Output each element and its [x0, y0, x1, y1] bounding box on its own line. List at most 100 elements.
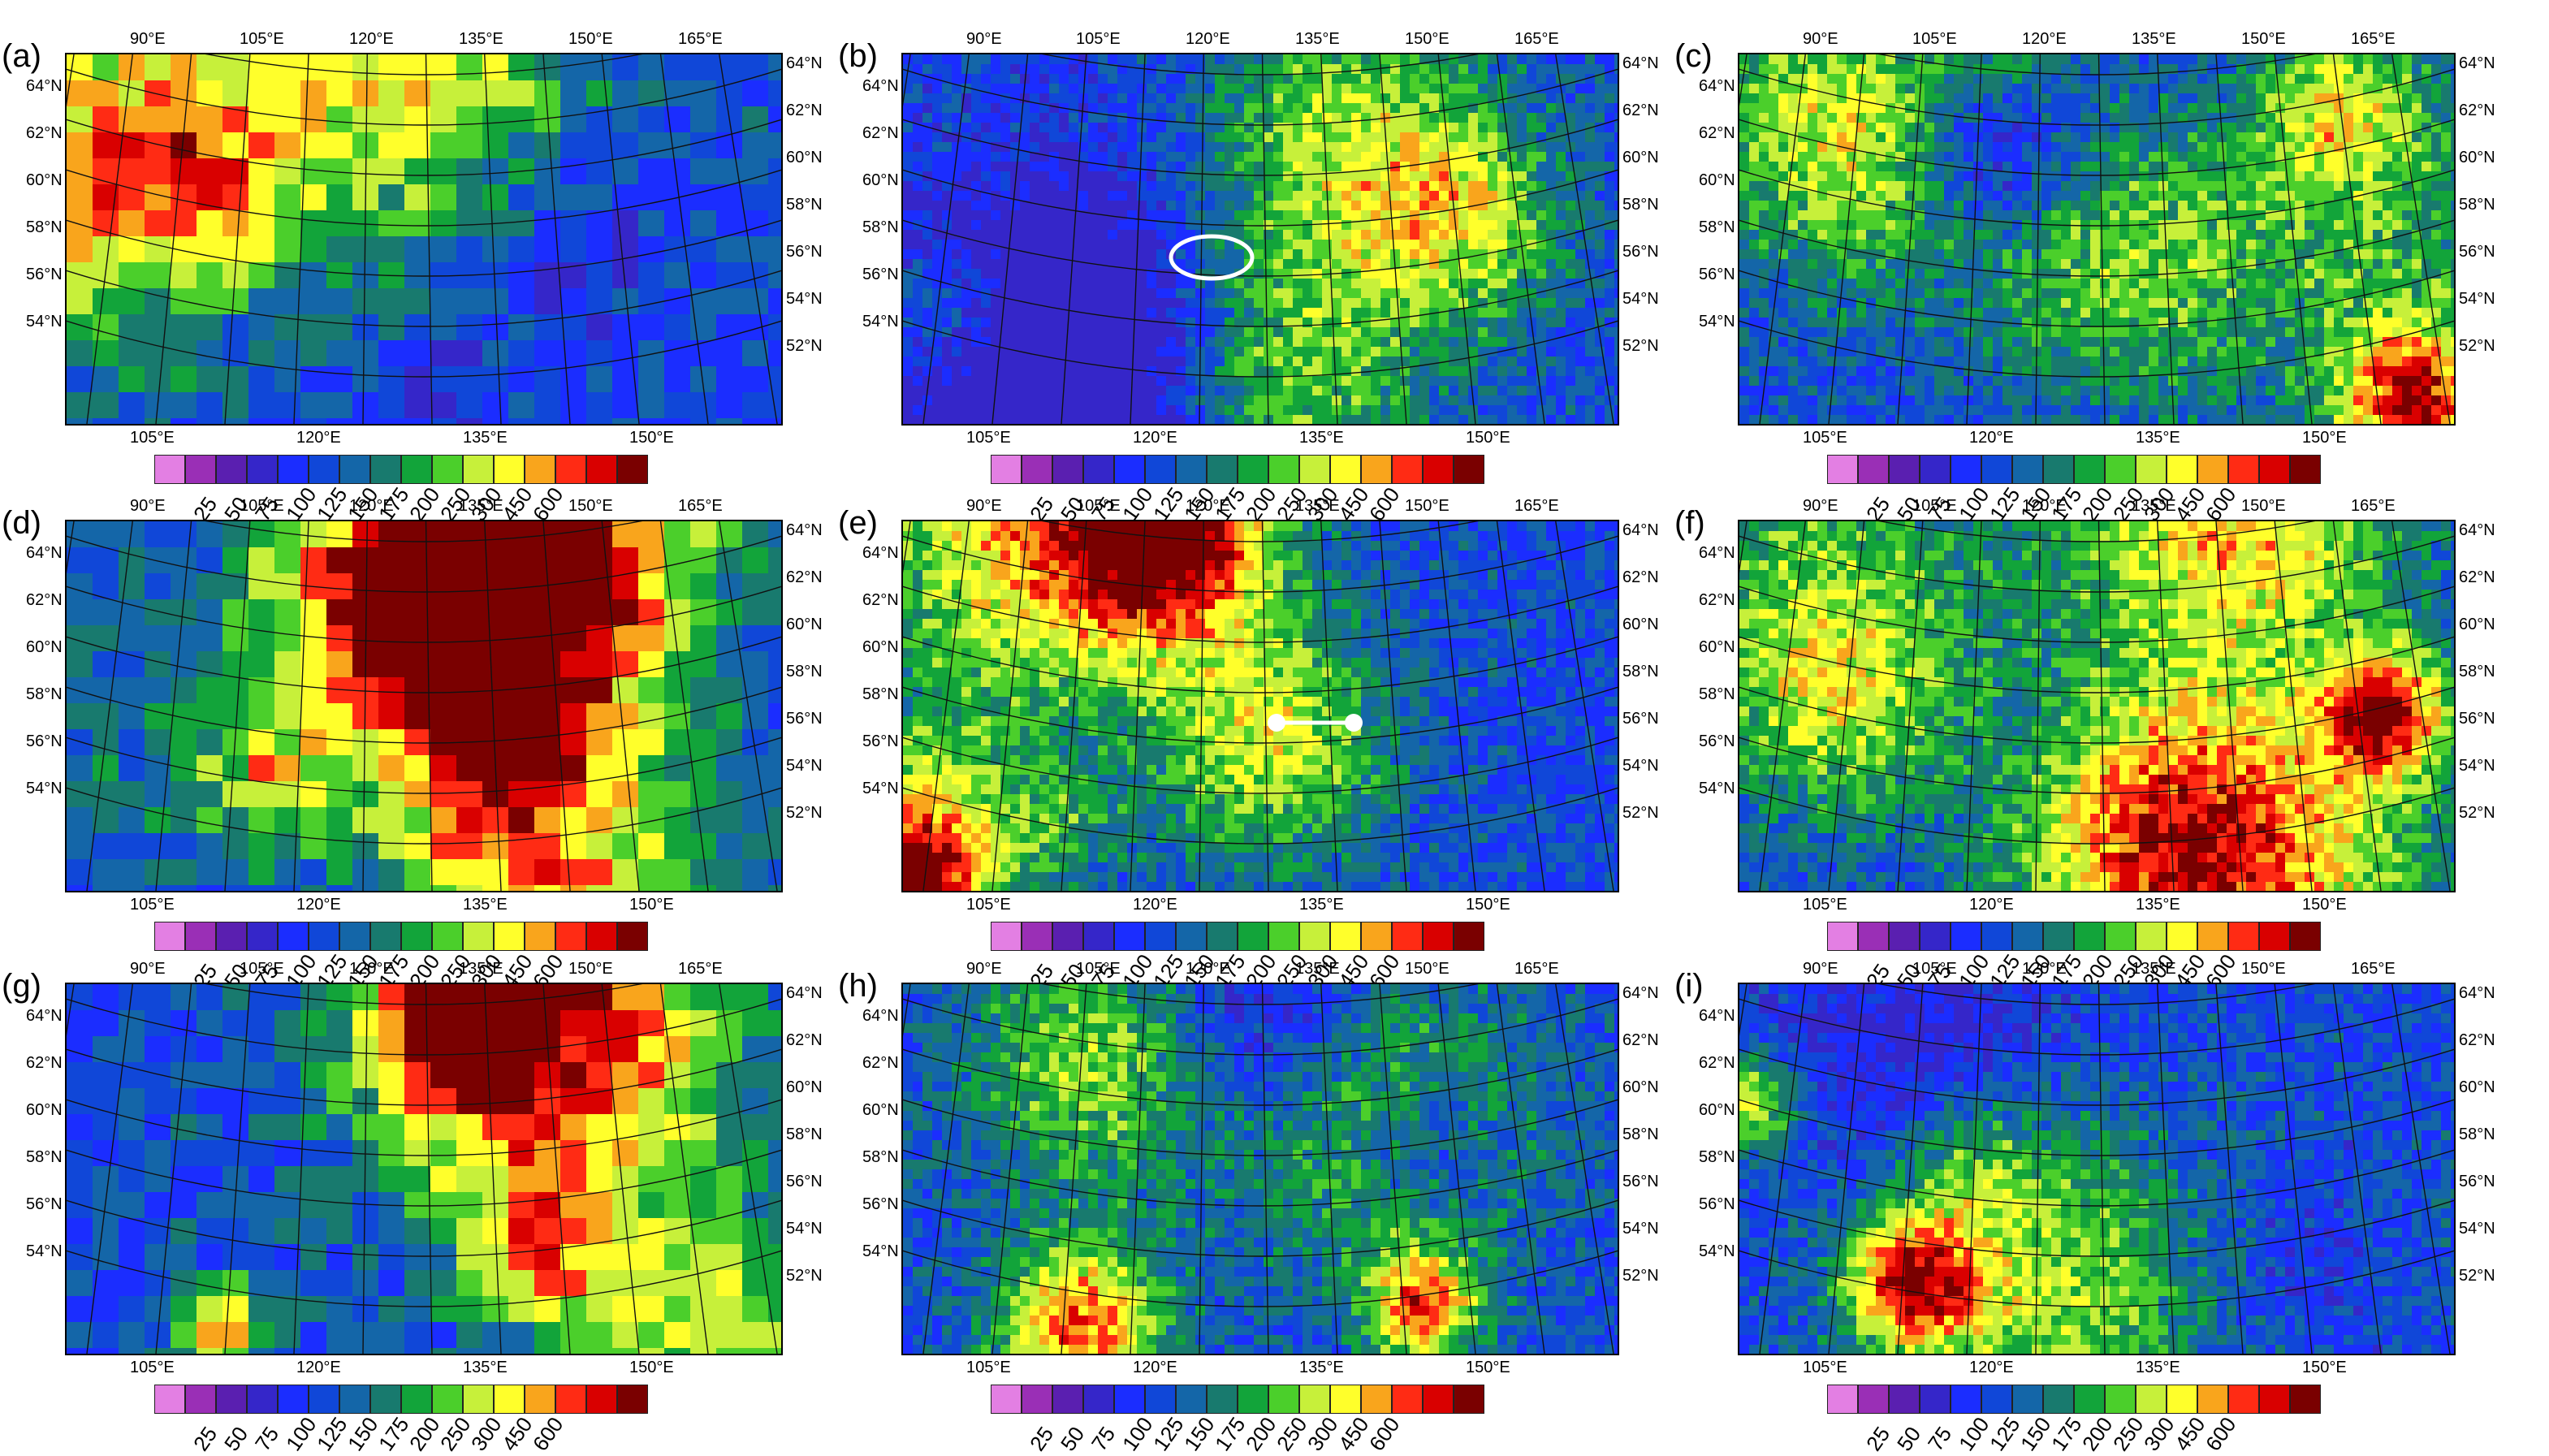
lon-label-top: 105°E: [240, 497, 284, 516]
colorbar-tick-label: 50: [1056, 1422, 1090, 1455]
colorbar-swatch: [2290, 922, 2321, 951]
colorbar-swatch: [432, 1385, 463, 1414]
lat-label-left: 54°N: [26, 780, 63, 798]
colorbar-swatch: [278, 455, 309, 484]
colorbar-swatch: [1392, 922, 1423, 951]
lat-label-right: 60°N: [786, 616, 823, 634]
lat-label-left: 58°N: [1699, 218, 1735, 237]
lon-label-top: 120°E: [349, 497, 394, 516]
lat-label-right: 64°N: [2459, 984, 2495, 1003]
colorbar-swatch: [1238, 922, 1268, 951]
colorbar-swatch: [1827, 1385, 1858, 1414]
lon-label-top: 165°E: [1514, 497, 1559, 516]
lon-label-bottom: 120°E: [296, 1359, 341, 1377]
lon-label-top: 90°E: [130, 960, 166, 979]
colorbar-swatch: [1858, 1385, 1889, 1414]
lat-label-right: 58°N: [2459, 1125, 2495, 1144]
lat-label-left: 64°N: [26, 77, 63, 96]
colorbar-swatch: [525, 455, 555, 484]
panel-label: (c): [1674, 38, 1713, 75]
lon-label-top: 90°E: [130, 497, 166, 516]
lat-label-right: 58°N: [2459, 196, 2495, 214]
lon-label-top: 120°E: [2022, 30, 2067, 49]
colorbar-swatch: [1052, 455, 1083, 484]
colorbar-swatch: [1951, 1385, 1981, 1414]
colorbar-tick-label: 75: [1087, 1422, 1121, 1455]
colorbar-swatch: [494, 1385, 525, 1414]
lat-label-left: 62°N: [26, 591, 63, 610]
lat-label-right: 52°N: [786, 1267, 823, 1285]
colorbar-swatch: [2228, 1385, 2259, 1414]
field-map: [67, 54, 781, 424]
colorbar-swatch: [2074, 455, 2105, 484]
lat-label-left: 56°N: [862, 1195, 899, 1214]
colorbar-swatch: [1114, 1385, 1145, 1414]
lon-label-top: 150°E: [568, 497, 613, 516]
colorbar-swatch: [463, 1385, 494, 1414]
lat-label-left: 56°N: [862, 732, 899, 751]
lat-label-left: 56°N: [26, 266, 63, 284]
lat-label-right: 58°N: [786, 196, 823, 214]
lon-label-top: 105°E: [1912, 497, 1957, 516]
colorbar-swatch: [432, 922, 463, 951]
lon-label-top: 90°E: [966, 960, 1002, 979]
panel-label: (f): [1674, 505, 1705, 542]
lon-label-bottom: 135°E: [463, 429, 508, 447]
colorbar-swatch: [2228, 455, 2259, 484]
colorbar-swatch: [2105, 1385, 2136, 1414]
panel-label: (d): [2, 505, 41, 542]
colorbar-swatch: [1207, 455, 1238, 484]
lon-label-top: 150°E: [2241, 30, 2286, 49]
lat-label-right: 62°N: [786, 568, 823, 587]
lat-label-right: 60°N: [786, 1078, 823, 1097]
lat-label-left: 54°N: [862, 1242, 899, 1261]
colorbar-swatch: [432, 455, 463, 484]
colorbar-swatch: [555, 455, 586, 484]
colorbar-swatch: [1361, 455, 1392, 484]
colorbar-swatch: [1858, 922, 1889, 951]
lat-label-right: 58°N: [1622, 1125, 1659, 1144]
colorbar-tick-label: 25: [1861, 1422, 1895, 1455]
field-map: [903, 984, 1618, 1354]
lat-label-left: 60°N: [862, 1101, 899, 1120]
colorbar-swatch: [1423, 1385, 1454, 1414]
colorbar-swatch: [309, 455, 339, 484]
colorbar-swatch: [1423, 455, 1454, 484]
colorbar-swatch: [1454, 922, 1484, 951]
colorbar-swatch: [278, 922, 309, 951]
colorbar-swatch: [278, 1385, 309, 1414]
colorbar-swatch: [154, 1385, 185, 1414]
lat-label-right: 58°N: [1622, 196, 1659, 214]
panel-label: (i): [1674, 968, 1704, 1005]
colorbar-swatch: [1268, 1385, 1299, 1414]
colorbar-swatch: [154, 455, 185, 484]
lon-label-top: 90°E: [966, 497, 1002, 516]
map-area: [65, 53, 783, 426]
colorbar-swatch: [2228, 922, 2259, 951]
lon-label-top: 105°E: [1076, 30, 1121, 49]
lon-label-top: 165°E: [678, 497, 723, 516]
lon-label-bottom: 105°E: [1803, 1359, 1847, 1377]
map-area: [1738, 520, 2456, 892]
lat-label-right: 62°N: [786, 1031, 823, 1050]
lat-label-right: 60°N: [1622, 616, 1659, 634]
map-area: [901, 520, 1619, 892]
lon-label-bottom: 120°E: [1969, 896, 2014, 914]
colorbar-swatch: [1207, 922, 1238, 951]
lon-label-top: 90°E: [1803, 30, 1838, 49]
lat-label-right: 62°N: [1622, 102, 1659, 120]
colorbar-swatch: [1268, 922, 1299, 951]
field-map: [67, 984, 781, 1354]
lat-label-left: 54°N: [26, 313, 63, 331]
lat-label-right: 60°N: [786, 149, 823, 167]
lon-label-top: 165°E: [2351, 960, 2396, 979]
colorbar-swatch: [1827, 455, 1858, 484]
lon-label-top: 150°E: [2241, 497, 2286, 516]
lat-label-left: 60°N: [1699, 171, 1735, 190]
lon-label-top: 120°E: [2022, 497, 2067, 516]
lat-label-left: 64°N: [26, 544, 63, 563]
colorbar-swatch: [1145, 455, 1176, 484]
lat-label-right: 56°N: [786, 710, 823, 728]
lat-label-left: 58°N: [26, 1148, 63, 1167]
colorbar-swatch: [216, 455, 247, 484]
